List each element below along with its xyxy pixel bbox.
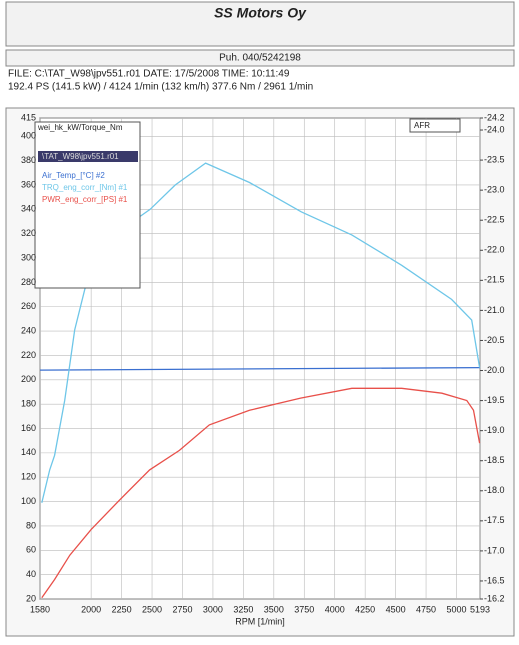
y-tick-label: 40 [26,569,36,579]
y-tick-label: 200 [21,374,36,384]
grid [39,117,481,600]
y2-tick-label: -16.2 [484,593,505,603]
y2-tick-label: -24.0 [484,124,505,134]
x-tick-label: 5000 [446,604,466,614]
y2-tick-label: -18.0 [484,485,505,495]
y2-tick-label: -20.0 [484,365,505,375]
y-tick-label: 120 [21,472,36,482]
y-tick-label: 80 [26,520,36,530]
file-info: FILE: C:\TAT_W98\jpv551.r01 DATE: 17/5/2… [8,69,290,80]
y2-label: AFR [414,121,430,130]
x-tick-label: 3250 [233,604,253,614]
x-tick-label: 4750 [416,604,436,614]
x-tick-label: 5193 [470,604,490,614]
y2-tick-label: -18.5 [484,455,505,465]
legend-entry: Air_Temp_[°C] #2 [42,171,105,180]
y-tick-label: 300 [21,252,36,262]
y-tick-label: 160 [21,423,36,433]
y-tick-label: 415 [21,112,36,122]
y-tick-label: 100 [21,496,36,506]
y-tick-label: 140 [21,447,36,457]
series-line [41,162,481,503]
x-tick-label: 4500 [386,604,406,614]
y-tick-label: 380 [21,155,36,165]
x-tick-label: 4250 [355,604,375,614]
y-tick-label: 340 [21,204,36,214]
x-label: RPM [1/min] [235,616,285,626]
series-line [41,387,481,599]
subtitle: Puh. 040/5242198 [219,53,301,64]
x-tick-label: 3500 [264,604,284,614]
legend-title: wei_hk_kW/Torque_Nm [37,123,123,132]
y-tick-label: 60 [26,545,36,555]
result-info: 192.4 PS (141.5 kW) / 4124 1/min (132 km… [8,82,313,93]
legend-entry: PWR_eng_corr_[PS] #1 [42,195,128,204]
y-tick-label: 260 [21,301,36,311]
y2-tick-label: -22.5 [484,215,505,225]
legend-file: \TAT_W98\jpv551.r01 [42,152,119,161]
legend-box [34,121,141,289]
x-tick-label: 1580 [30,604,50,614]
y-tick-label: 240 [21,325,36,335]
y2-tick-label: -19.5 [484,395,505,405]
y-tick-label: 220 [21,350,36,360]
afr-box [409,118,461,133]
y-tick-label: 20 [26,593,36,603]
y2-tick-label: -16.5 [484,575,505,585]
x-tick-label: 2000 [81,604,101,614]
x-tick-label: 3000 [203,604,223,614]
x-tick-label: 2750 [172,604,192,614]
y2-tick-label: -17.5 [484,515,505,525]
header-box [5,1,515,47]
legend-entry: TRQ_eng_corr_[Nm] #1 [42,183,128,192]
y2-tick-label: -19.0 [484,425,505,435]
x-tick-label: 3750 [294,604,314,614]
x-tick-label: 2500 [142,604,162,614]
y-tick-label: 360 [21,179,36,189]
y2-tick-label: -22.0 [484,245,505,255]
legend-file-bar [38,151,138,162]
series-line [39,366,481,371]
y2-tick-label: -21.5 [484,275,505,285]
lines [39,162,481,599]
y-tick-label: 400 [21,131,36,141]
y2-tick-label: -20.5 [484,335,505,345]
phone-box [5,49,515,67]
title: SS Motors Oy [214,5,307,21]
y2-tick-label: -24.2 [484,112,505,122]
x-tick-label: 2250 [112,604,132,614]
y-tick-label: 180 [21,399,36,409]
y2-tick-label: -23.5 [484,154,505,164]
y2-tick-label: -17.0 [484,545,505,555]
x-tick-label: 4000 [325,604,345,614]
y2-tick-label: -21.0 [484,305,505,315]
y-tick-label: 320 [21,228,36,238]
y-tick-label: 280 [21,277,36,287]
y2-tick-label: -23.0 [484,185,505,195]
